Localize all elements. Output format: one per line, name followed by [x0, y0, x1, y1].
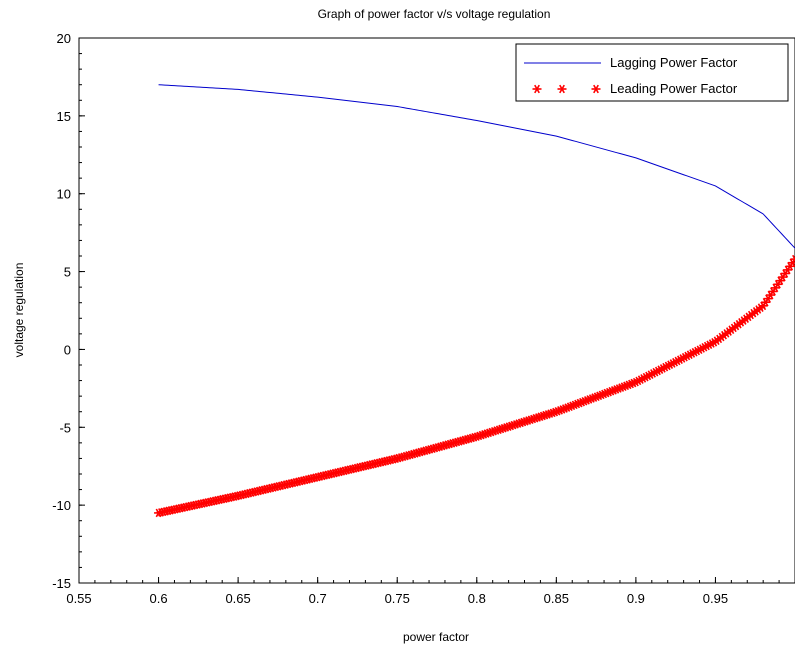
y-tick-label: 0	[64, 342, 71, 357]
legend-leading-label: Leading Power Factor	[610, 81, 738, 96]
x-axis: 0.55 0.6 0.65 0.7 0.75 0.8 0.85 0.9 0.95	[66, 577, 795, 606]
x-tick-label: 0.8	[468, 591, 486, 606]
y-tick-label: 20	[57, 31, 71, 46]
y-axis: -15 -10 -5 0 5 10 15 20	[52, 31, 85, 591]
y-tick-label: 5	[64, 265, 71, 280]
y-tick-label: -10	[52, 498, 71, 513]
legend-lagging-label: Lagging Power Factor	[610, 55, 738, 70]
series-lagging-line	[158, 84, 795, 249]
x-tick-label: 0.95	[703, 591, 728, 606]
x-axis-label: power factor	[403, 630, 469, 644]
y-tick-label: 15	[57, 109, 71, 124]
leading-marker	[790, 254, 795, 264]
x-tick-label: 0.55	[66, 591, 91, 606]
y-tick-label: -15	[52, 576, 71, 591]
y-axis-label: voltage regulation	[12, 263, 26, 358]
legend: Lagging Power Factor Leading Power Facto…	[515, 43, 789, 102]
x-tick-label: 0.65	[225, 591, 250, 606]
x-tick-label: 0.7	[309, 591, 327, 606]
x-tick-label: 0.6	[150, 591, 168, 606]
legend-star-marker	[591, 84, 601, 94]
legend-leading-sample	[532, 84, 601, 94]
x-tick-label: 0.9	[627, 591, 645, 606]
plot-frame	[78, 37, 795, 584]
legend-star-marker	[557, 84, 567, 94]
y-tick-label: -5	[59, 420, 71, 435]
plot-area: 0.55 0.6 0.65 0.7 0.75 0.8 0.85 0.9 0.95 -15-10-…	[52, 31, 795, 606]
legend-star-marker	[532, 84, 542, 94]
series-leading-markers	[154, 254, 795, 518]
x-tick-label: 0.75	[385, 591, 410, 606]
series-layer	[154, 84, 795, 518]
x-tick-label: 0.85	[544, 591, 569, 606]
y-tick-label: 10	[57, 187, 71, 202]
chart-title: Graph of power factor v/s voltage regula…	[318, 7, 551, 21]
